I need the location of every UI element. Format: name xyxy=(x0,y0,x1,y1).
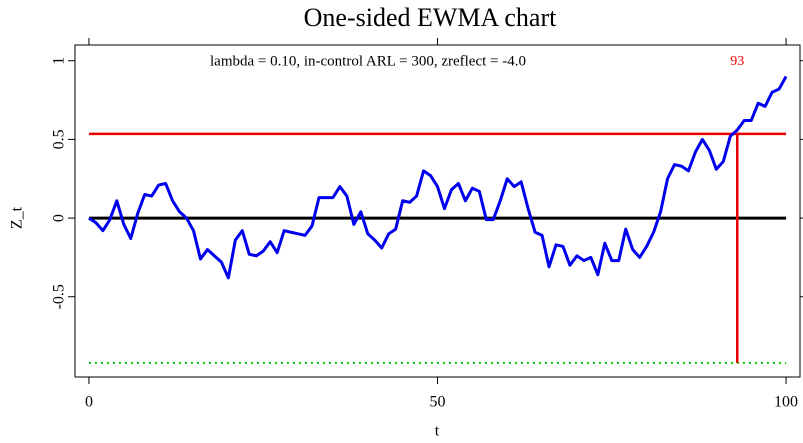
y-tick-label: 0.5 xyxy=(51,129,68,149)
y-tick-label: 1 xyxy=(51,57,68,65)
y-axis-label: Z_t xyxy=(9,206,26,229)
x-tick-label: 50 xyxy=(430,394,446,411)
signal-label: 93 xyxy=(730,54,744,69)
annotation: lambda = 0.10, in-control ARL = 300, zre… xyxy=(210,53,526,69)
x-axis-label: t xyxy=(435,423,440,440)
y-tick-label: -0.5 xyxy=(51,284,68,309)
x-tick-label: 0 xyxy=(85,394,93,411)
series-line xyxy=(88,75,788,280)
plot-frame xyxy=(74,44,801,378)
y-tick-label: 0 xyxy=(51,214,68,222)
x-tick-label: 100 xyxy=(774,394,798,411)
chart-title: One-sided EWMA chart xyxy=(304,3,557,32)
